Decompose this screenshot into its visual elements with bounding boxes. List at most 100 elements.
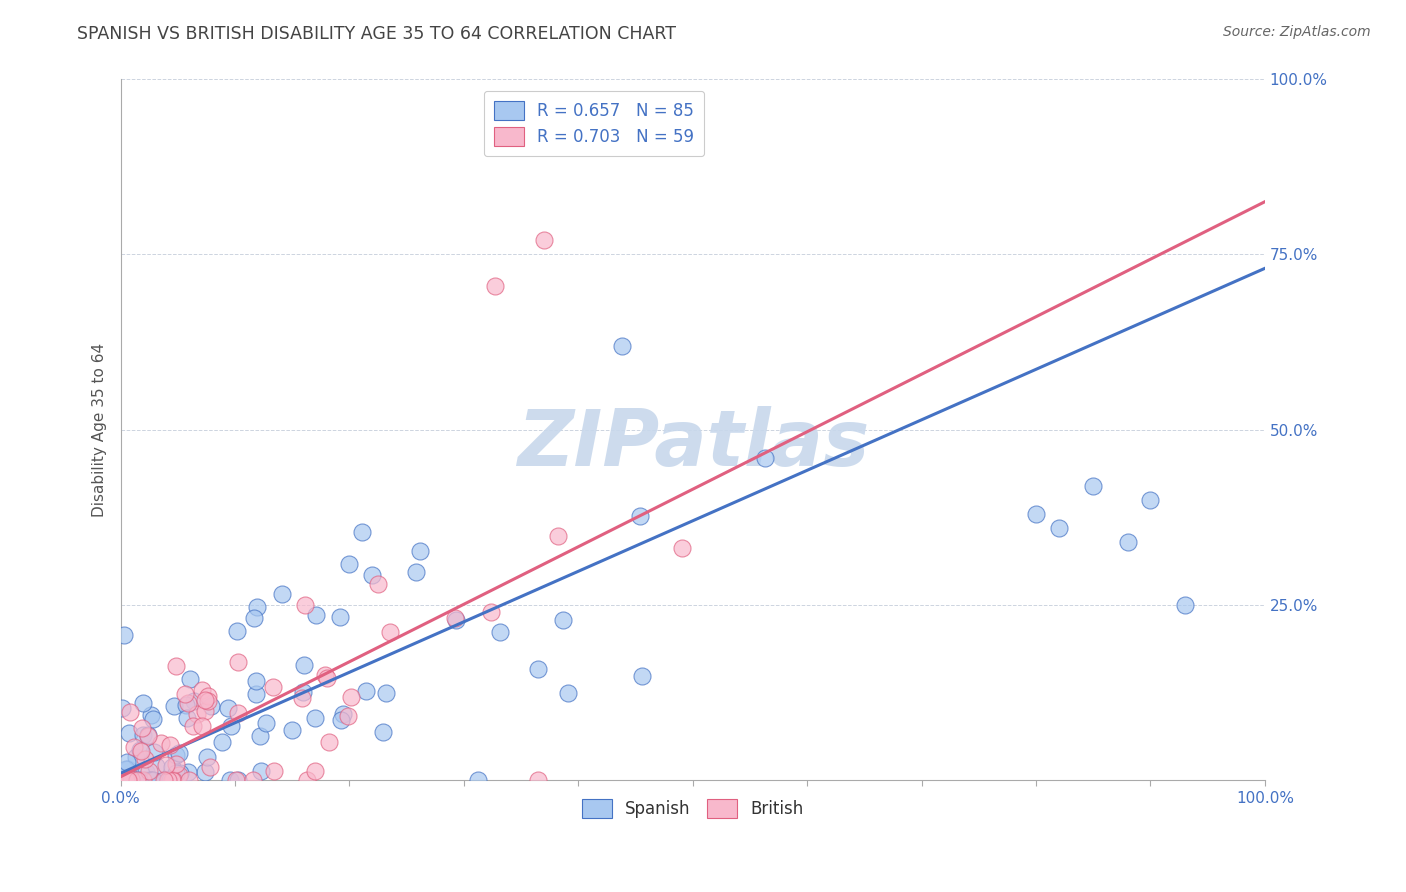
Point (139, 772, 162, 787)
Point (337, 708, 360, 723)
Point (153, 772, 176, 787)
Point (304, 711, 326, 725)
Text: ZIPatlas: ZIPatlas (516, 406, 869, 482)
Point (194, 704, 217, 718)
Point (179, 672, 201, 686)
Point (304, 764, 326, 778)
Point (405, 566, 427, 580)
Point (305, 608, 328, 623)
Point (115, 772, 138, 787)
Point (226, 624, 249, 638)
Point (181, 719, 204, 733)
Point (167, 768, 190, 782)
Point (262, 681, 284, 695)
Point (134, 752, 156, 766)
Point (479, 605, 502, 619)
Point (356, 684, 378, 698)
Point (142, 745, 165, 759)
Point (165, 659, 187, 673)
Point (128, 743, 150, 757)
Point (194, 765, 217, 780)
Point (120, 772, 142, 787)
Point (375, 686, 398, 700)
Point (1025, 507, 1047, 521)
Point (131, 721, 153, 735)
Point (186, 706, 208, 721)
Point (467, 772, 489, 787)
Point (129, 744, 152, 758)
Point (112, 627, 135, 641)
Point (246, 599, 269, 614)
Point (183, 693, 205, 707)
Point (314, 667, 336, 681)
Point (191, 719, 214, 733)
Point (177, 765, 200, 780)
Point (165, 766, 187, 780)
Point (197, 689, 219, 703)
Point (132, 772, 155, 787)
Point (292, 657, 315, 672)
Point (484, 279, 506, 293)
Point (361, 568, 384, 582)
Text: Source: ZipAtlas.com: Source: ZipAtlas.com (1223, 25, 1371, 39)
Point (217, 701, 239, 715)
Point (135, 772, 157, 787)
Point (219, 719, 242, 733)
Point (163, 772, 186, 787)
Point (194, 692, 217, 706)
Point (198, 760, 221, 774)
Point (332, 706, 354, 721)
Point (225, 772, 247, 787)
Point (163, 698, 186, 713)
Point (120, 772, 142, 786)
Point (1083, 479, 1105, 493)
Point (117, 762, 139, 776)
Point (271, 587, 294, 601)
Point (242, 772, 264, 787)
Y-axis label: Disability Age 35 to 64: Disability Age 35 to 64 (93, 343, 107, 516)
Point (610, 339, 633, 353)
Point (294, 599, 316, 613)
Point (628, 508, 651, 523)
Point (245, 674, 267, 689)
Legend: Spanish, British: Spanish, British (575, 792, 810, 824)
Point (551, 613, 574, 627)
Point (165, 747, 187, 762)
Point (630, 669, 652, 683)
Point (1116, 534, 1139, 549)
Point (121, 772, 143, 787)
Point (297, 772, 319, 787)
Point (160, 772, 183, 787)
Point (226, 655, 249, 669)
Point (139, 708, 162, 723)
Point (139, 772, 162, 787)
Point (226, 706, 249, 720)
Point (127, 772, 149, 787)
Point (125, 750, 148, 764)
Point (122, 739, 145, 754)
Point (169, 766, 191, 780)
Point (118, 726, 141, 740)
Point (200, 698, 222, 713)
Point (128, 772, 150, 787)
Point (155, 757, 177, 772)
Point (145, 759, 167, 773)
Point (318, 735, 340, 749)
Point (117, 772, 139, 787)
Point (1174, 598, 1197, 612)
Point (167, 746, 190, 760)
Point (250, 764, 273, 778)
Point (254, 715, 277, 730)
Point (754, 450, 776, 465)
Point (159, 738, 181, 752)
Point (527, 772, 550, 787)
Text: SPANISH VS BRITISH DISABILITY AGE 35 TO 64 CORRELATION CHART: SPANISH VS BRITISH DISABILITY AGE 35 TO … (77, 25, 676, 43)
Point (367, 577, 389, 591)
Point (1139, 492, 1161, 507)
Point (671, 541, 693, 555)
Point (174, 687, 197, 701)
Point (444, 613, 467, 627)
Point (337, 557, 360, 571)
Point (547, 529, 569, 543)
Point (1047, 521, 1070, 535)
